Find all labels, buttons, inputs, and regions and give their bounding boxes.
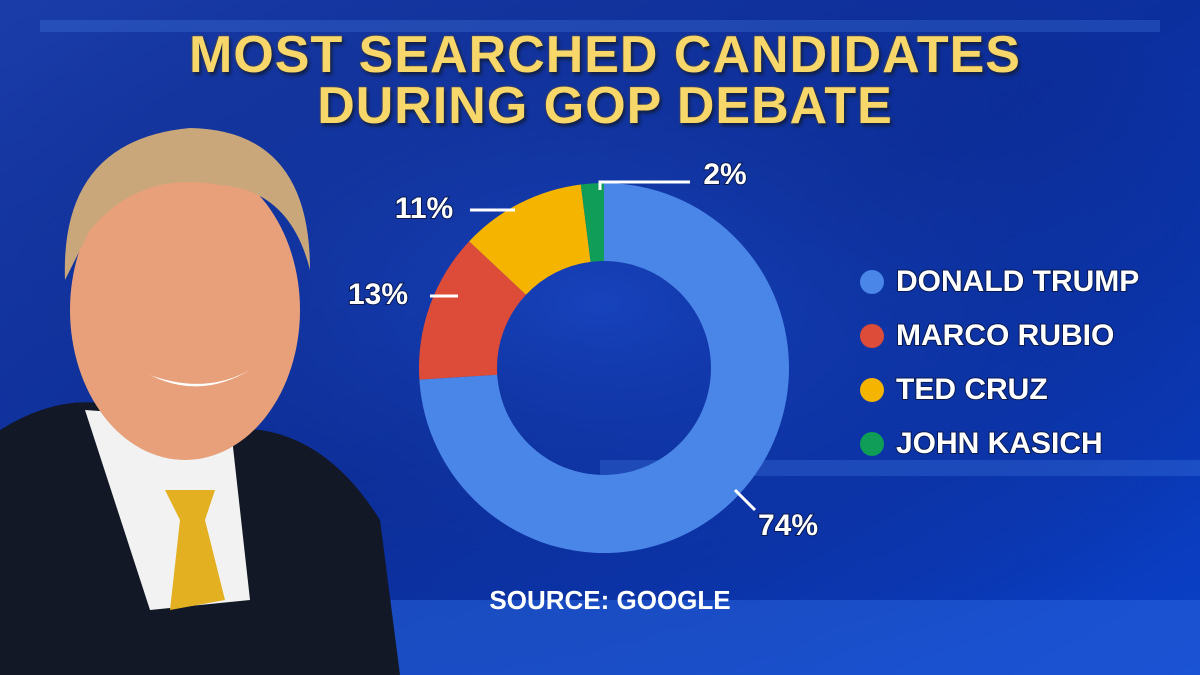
leader-line [598, 180, 690, 190]
donut-segment [419, 183, 789, 553]
data-label: 74% [758, 509, 818, 542]
legend-label: TED CRUZ [896, 373, 1048, 406]
legend-label: MARCO RUBIO [896, 319, 1114, 352]
face [70, 160, 300, 460]
hair [64, 128, 310, 280]
donut-segment [469, 184, 591, 295]
stripe [40, 20, 1160, 32]
legend-marker [860, 270, 884, 294]
leader-line [733, 488, 757, 512]
legend-marker [860, 432, 884, 456]
portrait [0, 128, 400, 675]
donut-segment [580, 183, 604, 262]
data-label: 13% [348, 278, 408, 311]
legend-marker [860, 378, 884, 402]
data-label: 11% [395, 192, 453, 225]
donut-segment [419, 241, 527, 380]
legend-label: JOHN KASICH [896, 427, 1103, 460]
legend-label: DONALD TRUMP [896, 265, 1139, 298]
legend-marker [860, 324, 884, 348]
tie [165, 490, 225, 610]
smile [150, 370, 250, 387]
data-label: 2% [703, 158, 746, 191]
chart-title: MOST SEARCHED CANDIDATES DURING GOP DEBA… [189, 26, 1021, 135]
source: SOURCE: GOOGLE [489, 585, 730, 615]
